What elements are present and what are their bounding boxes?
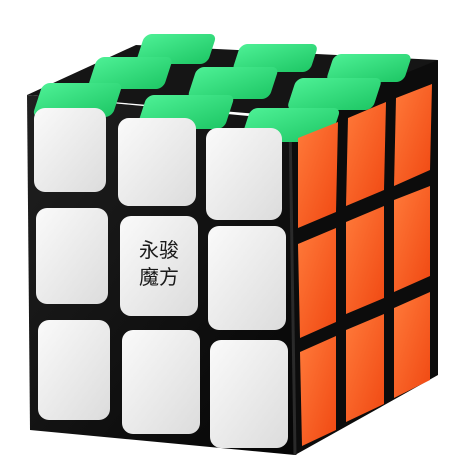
front-center-sticker bbox=[120, 216, 198, 316]
right-face bbox=[298, 84, 432, 446]
front-sticker bbox=[36, 208, 108, 304]
brand-logo: 永骏 魔方 bbox=[139, 238, 179, 289]
top-sticker bbox=[327, 54, 411, 82]
top-sticker bbox=[288, 78, 381, 110]
logo-line-1: 永骏 bbox=[139, 238, 179, 262]
front-sticker bbox=[208, 226, 286, 330]
front-sticker bbox=[38, 320, 110, 420]
right-sticker bbox=[394, 292, 430, 398]
front-sticker bbox=[34, 108, 106, 192]
front-face bbox=[34, 108, 288, 448]
right-sticker bbox=[298, 122, 338, 228]
front-sticker bbox=[210, 340, 288, 448]
right-sticker bbox=[300, 336, 336, 446]
right-sticker bbox=[346, 102, 386, 206]
front-sticker bbox=[118, 118, 196, 206]
top-sticker bbox=[233, 44, 317, 72]
right-sticker bbox=[394, 186, 430, 292]
top-sticker bbox=[88, 57, 172, 89]
right-sticker bbox=[346, 314, 384, 422]
top-sticker bbox=[137, 34, 216, 64]
front-sticker bbox=[206, 128, 282, 220]
top-face bbox=[33, 34, 411, 142]
front-sticker bbox=[122, 330, 200, 434]
logo-line-2: 魔方 bbox=[139, 265, 179, 289]
right-sticker bbox=[346, 206, 384, 314]
cube-edge-highlight bbox=[288, 119, 297, 456]
right-sticker bbox=[298, 228, 336, 338]
right-sticker bbox=[394, 84, 432, 186]
top-sticker bbox=[188, 67, 278, 99]
